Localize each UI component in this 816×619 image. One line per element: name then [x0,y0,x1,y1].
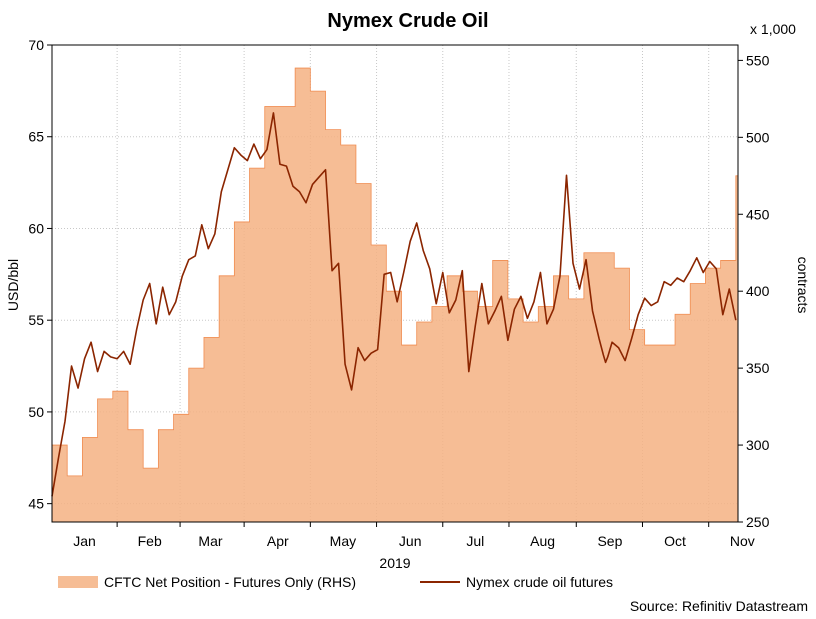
left-tick-label: 70 [28,37,44,53]
right-axis-title: contracts [795,257,811,314]
left-tick-label: 60 [28,220,44,236]
left-tick-label: 55 [28,312,44,328]
chart-title: Nymex Crude Oil [327,10,488,32]
month-tick-label: Oct [664,533,686,549]
right-axis-ticks: 250 300 350 400 450 500 550 [738,52,770,530]
month-tick-label: Sep [597,533,622,549]
source-note: Source: Refinitiv Datastream [630,598,808,614]
month-tick-label: Apr [267,533,289,549]
month-tick-label: Jan [73,533,96,549]
left-axis-ticks: 45 50 55 60 65 70 [28,37,52,512]
left-tick-label: 45 [28,496,44,512]
right-tick-label: 450 [746,206,770,222]
month-tick-label: Aug [530,533,555,549]
legend-label-cftc: CFTC Net Position - Futures Only (RHS) [104,574,356,590]
nymex-crude-line [51,112,737,497]
legend: CFTC Net Position - Futures Only (RHS) N… [58,574,613,590]
month-axis-ticks: Jan Feb Mar Apr May Jun Jul Aug Sep Oct Nov [73,522,755,549]
right-tick-label: 250 [746,514,770,530]
left-tick-label: 65 [28,129,44,145]
month-tick-label: Jun [399,533,422,549]
right-axis-multiplier: x 1,000 [750,21,796,37]
left-tick-label: 50 [28,404,44,420]
legend-swatch-cftc [58,576,98,588]
legend-label-crude: Nymex crude oil futures [466,574,613,590]
month-tick-label: Mar [198,533,222,549]
month-tick-label: Nov [730,533,755,549]
right-tick-label: 550 [746,52,770,68]
x-axis-title: 2019 [379,555,410,571]
right-tick-label: 350 [746,360,770,376]
month-tick-label: Feb [138,533,162,549]
crude-price-series [51,112,737,497]
left-axis-title: USD/bbl [5,259,21,311]
month-tick-label: Jul [466,533,484,549]
right-tick-label: 400 [746,283,770,299]
right-tick-label: 300 [746,437,770,453]
month-tick-label: May [330,533,356,549]
plot-frame [51,44,739,523]
right-tick-label: 500 [746,129,770,145]
